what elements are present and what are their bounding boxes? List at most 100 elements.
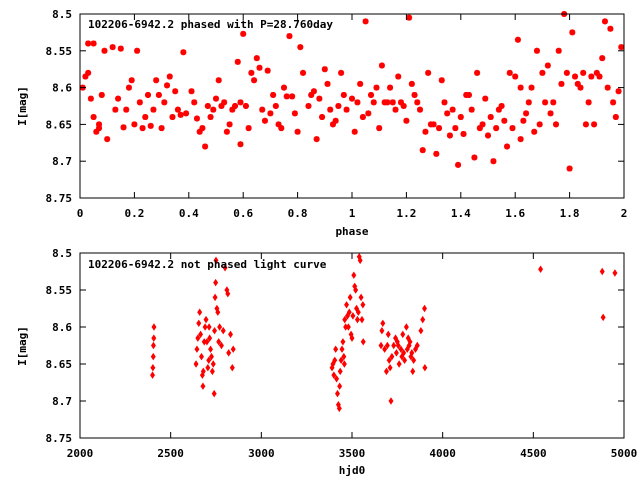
phased-data-point: [553, 121, 559, 128]
phased-data-point: [199, 125, 206, 132]
phased-x-tick-label: 0: [77, 207, 84, 220]
unphased-data-point: [336, 404, 342, 413]
phased-data-point: [128, 77, 135, 84]
phased-data-point: [313, 136, 320, 143]
phased-data-point: [215, 77, 222, 84]
unphased-data-point: [385, 330, 391, 339]
phased-data-point: [82, 73, 89, 80]
phased-data-point: [487, 114, 494, 121]
unphased-data-point: [383, 367, 389, 376]
phased-data-point: [601, 18, 608, 25]
phased-data-point: [283, 93, 290, 100]
unphased-data-point: [360, 338, 366, 346]
unphased-y-tick-label: 8.5: [52, 247, 72, 260]
phased-data-point: [300, 69, 307, 76]
phased-data-point: [305, 103, 312, 109]
unphased-data-point: [411, 356, 417, 365]
phased-data-point: [289, 93, 296, 100]
unphased-data-point: [401, 349, 407, 357]
phased-data-point: [332, 117, 339, 124]
unphased-data-point: [334, 375, 340, 383]
unphased-data-point: [388, 397, 394, 405]
unphased-data-point: [340, 338, 346, 346]
unphased-y-axis-label: I[mag]: [16, 326, 29, 366]
unphased-data-point: [354, 315, 360, 324]
phased-data-point: [188, 88, 195, 95]
phased-data-point: [555, 47, 562, 54]
phased-data-point: [392, 106, 399, 113]
phased-data-point: [117, 45, 124, 52]
unphased-data-point: [150, 352, 156, 361]
phased-data-point: [264, 67, 271, 74]
phased-data-point: [98, 91, 105, 98]
phased-data-point: [615, 88, 622, 95]
unphased-data-point: [422, 363, 428, 372]
unphased-data-point: [150, 363, 156, 372]
phased-data-point: [123, 106, 130, 113]
phased-data-point: [517, 84, 524, 91]
unphased-data-point: [197, 308, 203, 316]
phased-data-point: [202, 143, 209, 150]
phased-data-point: [316, 95, 323, 102]
phased-data-point: [259, 106, 266, 113]
phased-data-point: [387, 84, 394, 91]
phased-data-point: [104, 136, 111, 143]
unphased-data-point: [225, 289, 231, 298]
phased-data-point: [261, 117, 268, 124]
unphased-light-curve-panel: 2000 2500 3000 3500 4000 4500 5000 8.58.558.68…: [16, 247, 637, 477]
phased-data-point: [444, 110, 451, 117]
unphased-data-point: [208, 352, 214, 361]
phased-x-tick-label: 1.6: [505, 207, 525, 220]
unphased-chart-title: 102206-6942.2 not phased light curve: [88, 258, 327, 271]
phased-data-point: [370, 99, 377, 106]
unphased-data-point: [337, 382, 343, 390]
phased-data-point: [607, 25, 614, 32]
unphased-data-point: [338, 356, 344, 365]
phased-data-point: [158, 125, 165, 132]
unphased-data-point: [216, 338, 222, 346]
unphased-data-point: [350, 312, 356, 320]
unphased-x-tick-labels: 2000 2500 3000 3500 4000 4500 5000: [67, 447, 638, 460]
phased-data-point: [142, 114, 149, 121]
phased-data-point: [599, 55, 606, 62]
unphased-data-point: [355, 308, 361, 316]
phased-data-point: [139, 125, 146, 132]
unphased-data-point: [403, 323, 409, 331]
unphased-data-point: [378, 341, 384, 350]
unphased-data-point: [332, 356, 338, 365]
phased-data-point: [221, 99, 228, 106]
unphased-data-point: [220, 326, 226, 335]
phased-data-point: [324, 80, 331, 87]
unphased-data-point: [207, 334, 213, 342]
unphased-data-point: [357, 256, 363, 265]
phased-x-tick-label: 0.4: [179, 207, 199, 220]
phased-data-point: [582, 121, 589, 128]
unphased-data-point: [213, 256, 219, 265]
phased-data-point: [161, 99, 168, 106]
unphased-data-point: [212, 326, 218, 335]
phased-data-point: [422, 128, 429, 135]
phased-data-point: [558, 80, 565, 87]
phased-data-point: [191, 99, 198, 106]
phased-data-point: [406, 14, 413, 21]
phased-data-point: [572, 73, 579, 80]
phased-data-point: [237, 141, 244, 148]
phased-data-point: [125, 84, 132, 91]
phased-data-point: [482, 95, 489, 102]
phased-data-point: [468, 106, 475, 113]
phased-data-point: [474, 69, 481, 76]
phased-data-point: [150, 106, 157, 113]
phased-axis-ticks: [79, 13, 625, 199]
unphased-data-point: [228, 330, 233, 339]
unphased-x-tick-label: 4000: [429, 447, 456, 460]
phased-data-point: [291, 110, 298, 117]
phased-data-point: [327, 106, 334, 113]
phased-data-point: [501, 117, 508, 124]
phased-data-point: [539, 69, 546, 76]
unphased-data-point: [359, 315, 365, 324]
unphased-data-point: [341, 352, 347, 361]
unphased-y-tick-label: 8.6: [52, 321, 72, 334]
phased-data-point: [618, 44, 625, 51]
phased-data-point: [520, 117, 527, 124]
phased-data-point: [596, 73, 603, 80]
